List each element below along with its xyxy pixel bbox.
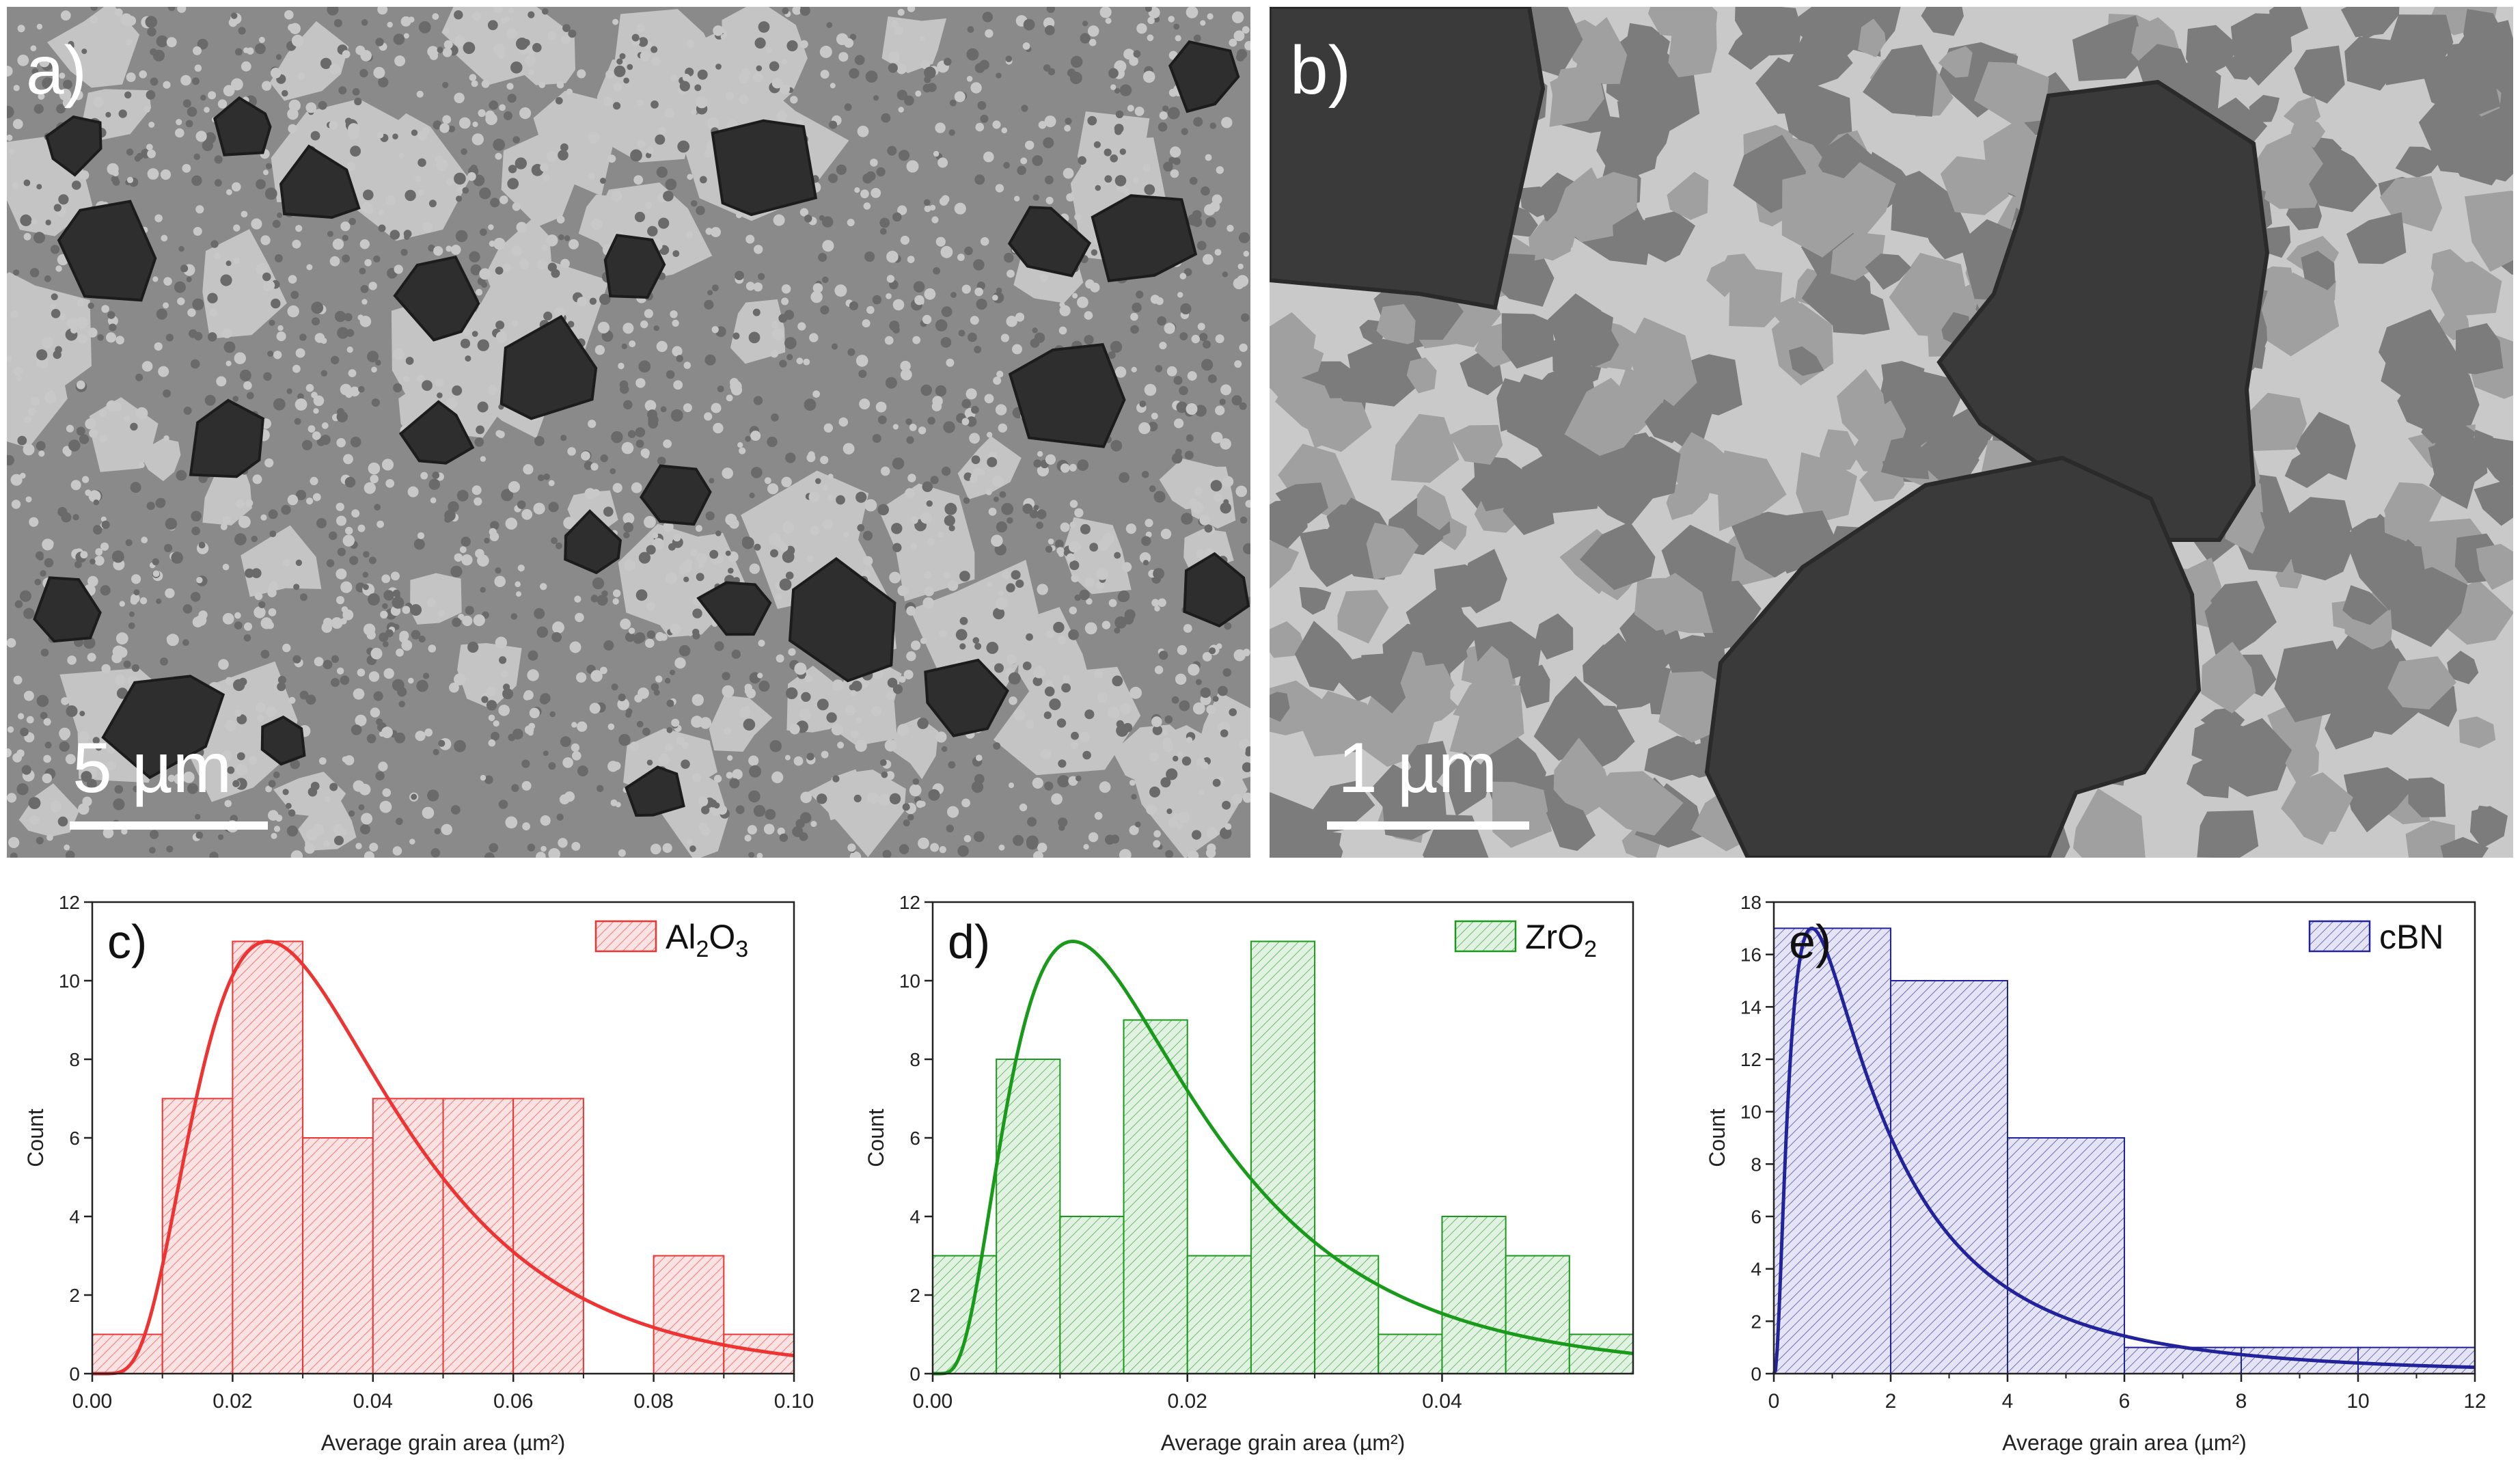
x-tick-label: 0.04 [353, 1390, 393, 1413]
panel-label-a: a) [26, 32, 87, 109]
histogram-d-svg: 0.00 0.02 0.04 0 2 4 6 8 10 12 Average grain area … [864, 892, 1634, 1455]
x-tick-label: 0.08 [633, 1390, 673, 1413]
x-tick-label: 0.10 [774, 1390, 814, 1413]
bar-8 [1441, 1216, 1507, 1374]
bar-3 [302, 1137, 374, 1374]
micrograph-a: a) 5 µm [7, 7, 1250, 858]
scale-bar-b [1327, 821, 1529, 830]
histogram-c-svg: 0.00 0.02 0.04 0.06 0.08 0.10 0 2 4 6 8 10 12 Average… [23, 892, 814, 1455]
x-tick-label: 0.00 [913, 1390, 953, 1413]
y-tick-label: 4 [909, 1206, 920, 1227]
x-axis-label: Average grain area (µm²) [1161, 1430, 1406, 1455]
x-tick-label: 10 [2346, 1390, 2369, 1413]
fit-curve [92, 939, 795, 1376]
legend-label: ZrO2 [1525, 918, 1597, 962]
x-tick-label: 0.02 [1168, 1390, 1207, 1413]
legend-swatch [594, 920, 657, 953]
histogram-e: 0 2 4 6 8 10 12 0 2 4 6 8 10 12 14 16 18 Average grain ar… [1681, 868, 2520, 1470]
legend-swatch [1454, 920, 1517, 953]
x-tick-label: 0.00 [72, 1390, 112, 1413]
bar-6 [512, 1098, 584, 1374]
y-tick-label: 10 [59, 970, 80, 992]
y-tick-label: 0 [69, 1363, 80, 1385]
bar-3 [1123, 1019, 1188, 1374]
bar-2 [2007, 1137, 2125, 1374]
bar-4 [372, 1098, 444, 1374]
legend-swatch [2308, 920, 2371, 953]
legend-label: cBN [2379, 918, 2443, 956]
y-tick-label: 4 [1751, 1259, 1762, 1280]
histogram-d: 0.00 0.02 0.04 0 2 4 6 8 10 12 Average grain area … [840, 868, 1660, 1470]
bar-0 [932, 1255, 998, 1374]
x-tick-label: 0 [1768, 1390, 1780, 1413]
x-tick-label: 6 [2119, 1390, 2131, 1413]
y-axis-label: Count [1705, 1108, 1729, 1167]
x-axis-label: Average grain area (µm²) [321, 1430, 566, 1455]
y-tick-label: 6 [909, 1128, 920, 1149]
bar-7 [1378, 1333, 1443, 1374]
histogram-e-svg: 0 2 4 6 8 10 12 0 2 4 6 8 10 12 14 16 18 Average grain ar… [1705, 892, 2487, 1455]
y-tick-label: 8 [69, 1049, 80, 1070]
panel-label: c) [107, 915, 147, 968]
y-tick-label: 0 [1751, 1363, 1762, 1385]
bar-2 [1059, 1216, 1125, 1374]
panel-label-b: b) [1290, 32, 1351, 109]
y-tick-label: 2 [1751, 1311, 1762, 1332]
x-tick-label: 4 [2002, 1390, 2014, 1413]
bar-4 [1186, 1255, 1252, 1374]
bar-5 [1250, 940, 1316, 1374]
bar-6 [1314, 1255, 1380, 1374]
bar-5 [2357, 1346, 2476, 1375]
y-tick-label: 14 [1740, 996, 1762, 1018]
legend-label: Al2O3 [666, 918, 748, 962]
bar-1 [161, 1098, 234, 1374]
micrograph-a-texture [7, 7, 1250, 858]
x-axis-label: Average grain area (µm²) [2002, 1430, 2247, 1455]
bar-5 [442, 1098, 515, 1374]
bar-1 [1890, 980, 2008, 1374]
y-tick-label: 0 [909, 1363, 920, 1385]
y-tick-label: 10 [899, 970, 920, 992]
scale-bar-a [70, 821, 268, 830]
x-tick-label: 0.06 [493, 1390, 533, 1413]
histogram-c: 0.00 0.02 0.04 0.06 0.08 0.10 0 2 4 6 8 10 12 Average… [0, 868, 827, 1470]
y-tick-label: 2 [69, 1285, 80, 1306]
x-tick-label: 12 [2463, 1390, 2486, 1413]
bar-2 [232, 940, 304, 1374]
y-tick-label: 12 [59, 892, 80, 913]
bar-8 [653, 1255, 725, 1374]
bar-0 [1773, 927, 1891, 1375]
x-tick-label: 0.02 [213, 1390, 252, 1413]
micrograph-b: b) 1 µm [1270, 7, 2513, 858]
micrograph-b-texture [1270, 7, 2513, 858]
scale-label-b: 1 µm [1338, 729, 1498, 808]
fit-curve [1772, 926, 2476, 1375]
bar-9 [1505, 1255, 1570, 1374]
y-axis-label: Count [864, 1108, 888, 1167]
y-tick-label: 6 [69, 1128, 80, 1149]
y-tick-label: 6 [1751, 1206, 1762, 1227]
panel-label: d) [948, 915, 990, 968]
panel-label: e) [1789, 915, 1831, 968]
x-tick-label: 2 [1885, 1390, 1897, 1413]
y-tick-label: 16 [1740, 944, 1762, 966]
fit-curve [933, 939, 1634, 1376]
y-tick-label: 10 [1740, 1102, 1762, 1123]
x-tick-label: 8 [2236, 1390, 2247, 1413]
y-tick-label: 12 [899, 892, 920, 913]
y-tick-label: 4 [69, 1206, 80, 1227]
y-tick-label: 12 [1740, 1049, 1762, 1070]
y-tick-label: 2 [909, 1285, 920, 1306]
y-tick-label: 8 [1751, 1154, 1762, 1175]
y-tick-label: 18 [1740, 892, 1762, 913]
y-axis-label: Count [23, 1108, 48, 1167]
y-tick-label: 8 [909, 1049, 920, 1070]
scale-label-a: 5 µm [72, 729, 232, 808]
x-tick-label: 0.04 [1422, 1390, 1462, 1413]
